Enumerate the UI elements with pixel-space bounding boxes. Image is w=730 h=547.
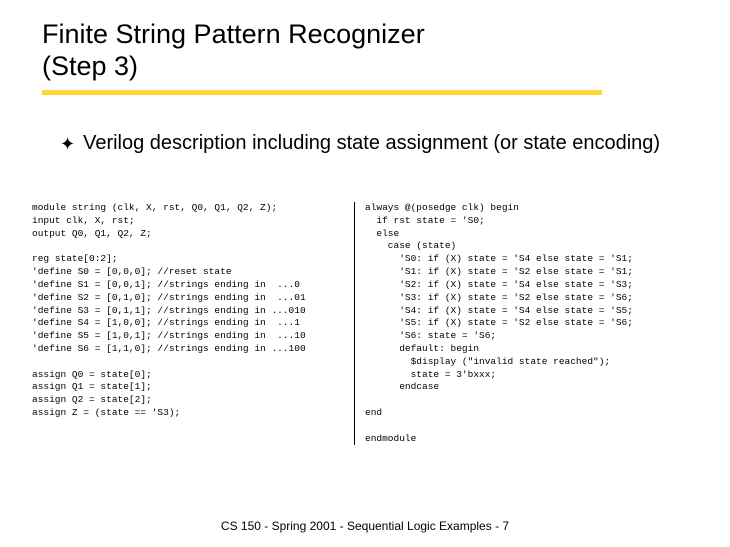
slide-title-line1: Finite String Pattern Recognizer bbox=[42, 18, 730, 50]
code-right-column: always @(posedge clk) begin if rst state… bbox=[354, 202, 694, 445]
code-left-column: module string (clk, X, rst, Q0, Q1, Q2, … bbox=[32, 202, 354, 445]
title-underline bbox=[42, 90, 602, 95]
slide-footer: CS 150 - Spring 2001 - Sequential Logic … bbox=[0, 519, 730, 533]
bullet-icon: ✦ bbox=[60, 134, 75, 155]
slide-title-block: Finite String Pattern Recognizer (Step 3… bbox=[0, 0, 730, 83]
bullet-text: Verilog description including state assi… bbox=[83, 130, 660, 156]
slide-title-line2: (Step 3) bbox=[42, 50, 730, 82]
bullet-row: ✦ Verilog description including state as… bbox=[60, 130, 680, 156]
code-area: module string (clk, X, rst, Q0, Q1, Q2, … bbox=[32, 202, 694, 445]
